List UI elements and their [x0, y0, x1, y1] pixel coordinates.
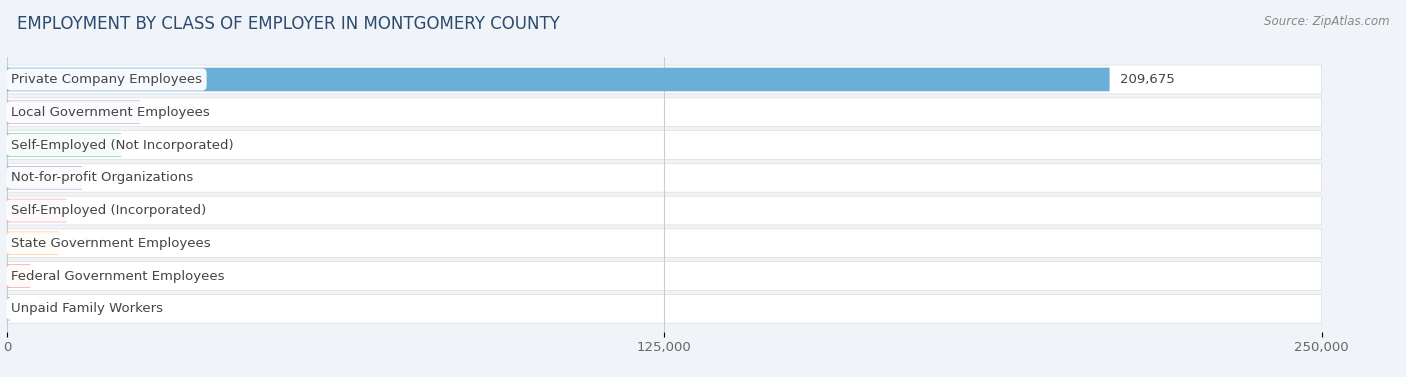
FancyBboxPatch shape [7, 231, 59, 255]
Text: Not-for-profit Organizations: Not-for-profit Organizations [11, 171, 193, 184]
Text: State Government Employees: State Government Employees [11, 237, 211, 250]
FancyBboxPatch shape [7, 262, 1322, 291]
Text: 21,718: 21,718 [132, 138, 179, 152]
FancyBboxPatch shape [7, 166, 82, 190]
FancyBboxPatch shape [7, 294, 1322, 323]
FancyBboxPatch shape [7, 199, 66, 222]
Text: 11,337: 11,337 [77, 204, 124, 217]
Text: 14,233: 14,233 [93, 171, 139, 184]
FancyBboxPatch shape [7, 163, 1322, 192]
Text: Self-Employed (Incorporated): Self-Employed (Incorporated) [11, 204, 207, 217]
Text: Federal Government Employees: Federal Government Employees [11, 270, 225, 283]
FancyBboxPatch shape [7, 229, 1322, 258]
FancyBboxPatch shape [7, 98, 1322, 127]
FancyBboxPatch shape [7, 297, 10, 320]
Text: 25,323: 25,323 [150, 106, 197, 119]
Text: 616: 616 [21, 302, 46, 315]
Text: Unpaid Family Workers: Unpaid Family Workers [11, 302, 163, 315]
FancyBboxPatch shape [7, 196, 1322, 225]
FancyBboxPatch shape [7, 133, 121, 157]
Text: Private Company Employees: Private Company Employees [11, 73, 202, 86]
Text: 209,675: 209,675 [1121, 73, 1175, 86]
FancyBboxPatch shape [7, 130, 1322, 159]
Text: Local Government Employees: Local Government Employees [11, 106, 209, 119]
FancyBboxPatch shape [7, 65, 1322, 94]
FancyBboxPatch shape [7, 68, 1109, 91]
Text: 4,448: 4,448 [41, 270, 79, 283]
Text: Source: ZipAtlas.com: Source: ZipAtlas.com [1264, 15, 1389, 28]
Text: EMPLOYMENT BY CLASS OF EMPLOYER IN MONTGOMERY COUNTY: EMPLOYMENT BY CLASS OF EMPLOYER IN MONTG… [17, 15, 560, 33]
Text: Self-Employed (Not Incorporated): Self-Employed (Not Incorporated) [11, 138, 233, 152]
FancyBboxPatch shape [7, 264, 31, 288]
Text: 9,812: 9,812 [69, 237, 107, 250]
FancyBboxPatch shape [7, 100, 141, 124]
